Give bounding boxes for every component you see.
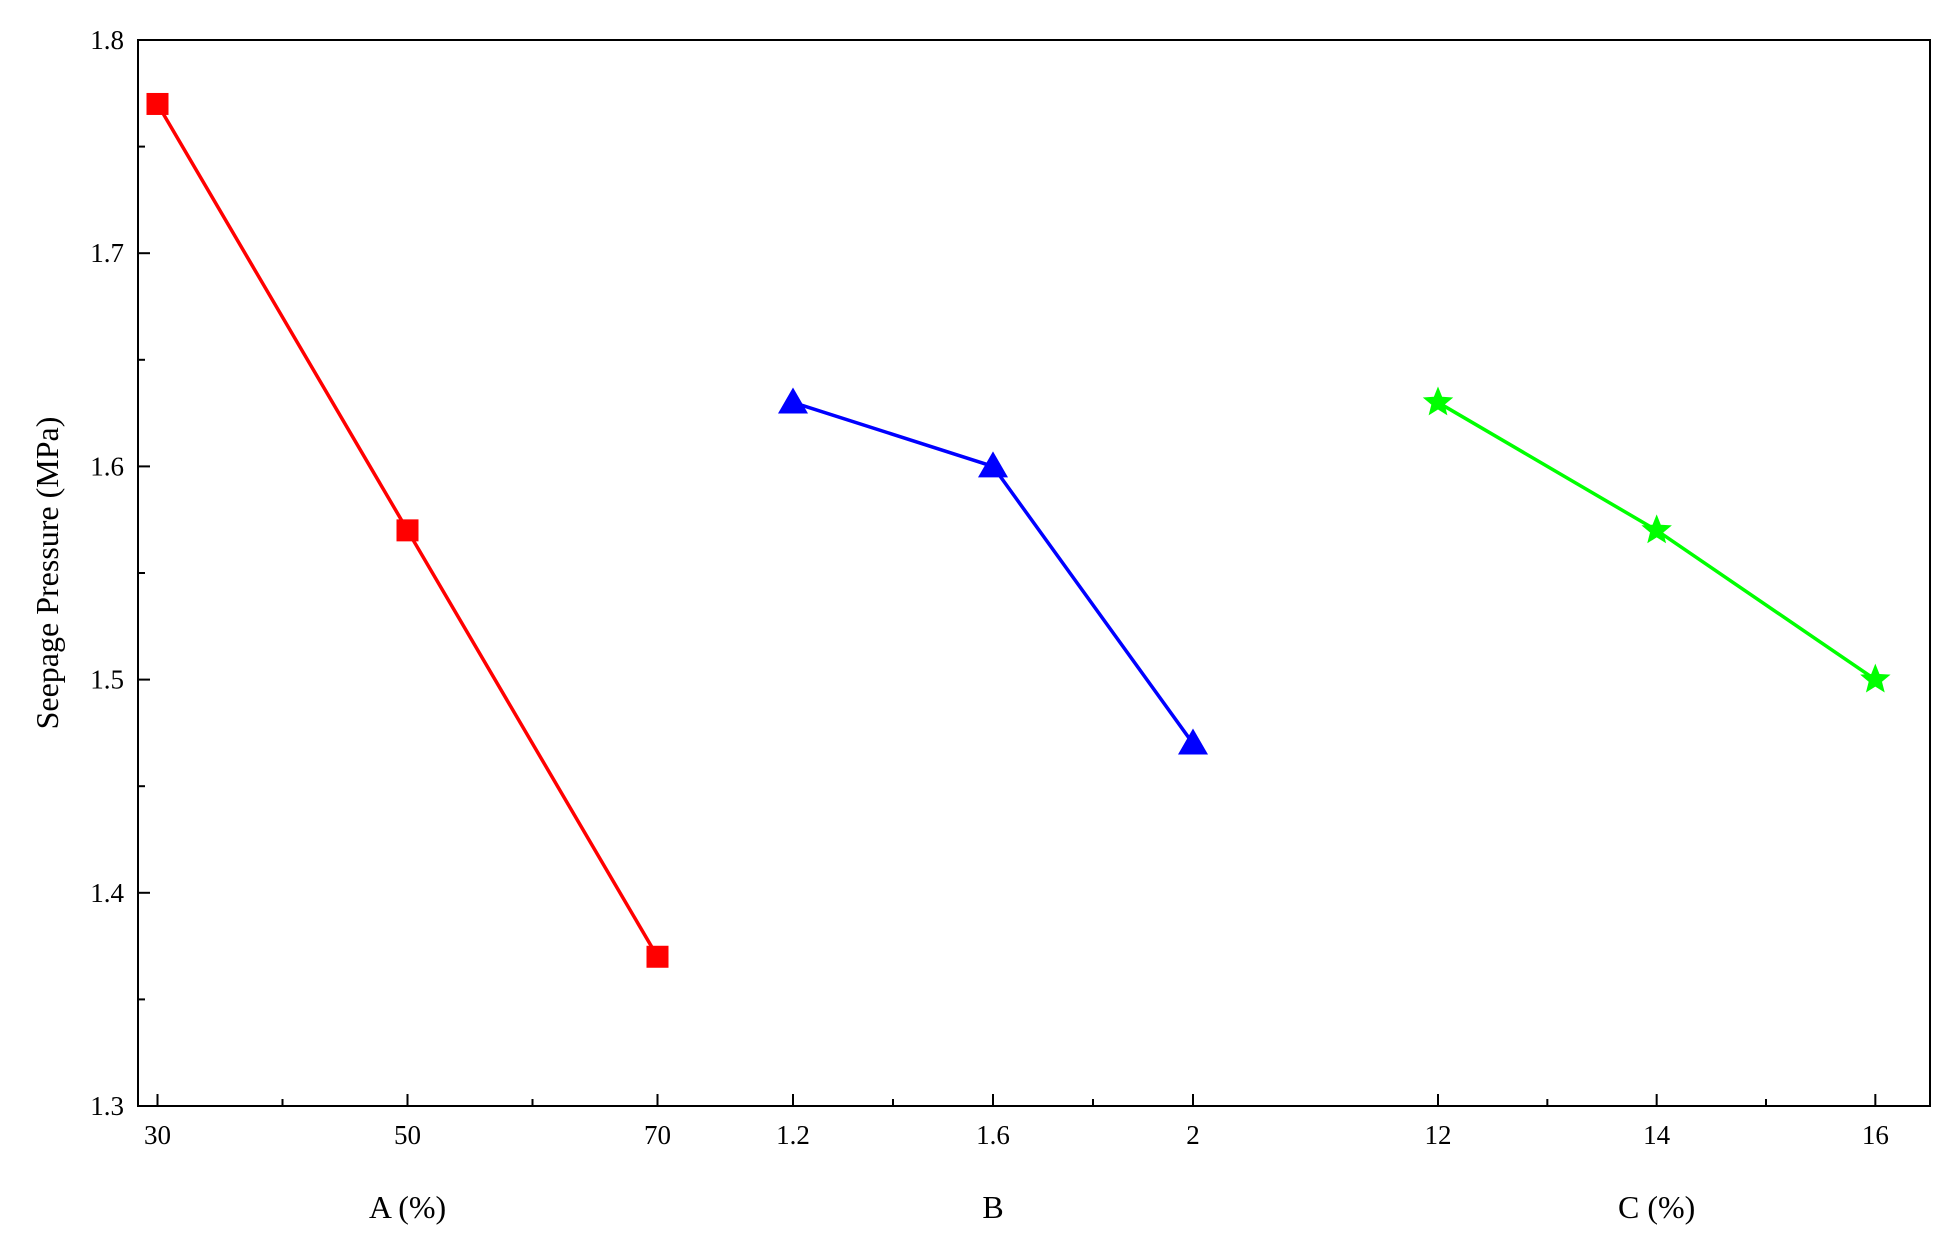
data-point-square [396,519,419,542]
y-tick-label: 1.5 [90,665,124,695]
series-line [1437,400,1877,682]
y-tick-label: 1.3 [90,1091,124,1121]
data-point-star [1641,514,1672,544]
x-tick-label: 30 [144,1120,171,1150]
x-tick-label: 70 [644,1120,671,1150]
y-tick-label: 1.6 [90,451,124,481]
x-tick-label: 50 [394,1120,421,1150]
x-axis-title: A (%) [369,1189,446,1225]
x-axes: 30 50 70 A (%) 1.2 1.6 2 B 12 14 16 C (%) [144,1094,1889,1225]
data-point-triangle [1178,728,1208,755]
x-tick-label: 1.2 [776,1120,810,1150]
data-point-star [1422,386,1454,416]
x-tick-label: 16 [1862,1120,1889,1150]
x-tick-label: 12 [1425,1120,1452,1150]
y-tick-label: 1.8 [90,25,124,55]
data-point-triangle [778,387,808,414]
data-point-star [1860,663,1891,693]
y-tick-label: 1.4 [90,878,124,908]
data-point-square [646,945,669,968]
series-layer [146,92,1891,968]
x-axis-title: C (%) [1618,1189,1695,1225]
y-axis: 1.3 1.4 1.5 1.6 1.7 1.8 [90,25,150,1121]
x-axis-title: B [982,1189,1003,1225]
y-axis-title: Seepage Pressure (MPa) [29,417,65,730]
x-tick-label: 14 [1643,1120,1671,1150]
data-point-square [146,92,169,115]
x-tick-label: 1.6 [976,1120,1010,1150]
plot-frame [137,39,1931,1107]
y-tick-label: 1.7 [90,238,124,268]
data-point-triangle [978,451,1008,478]
x-tick-label: 2 [1186,1120,1200,1150]
